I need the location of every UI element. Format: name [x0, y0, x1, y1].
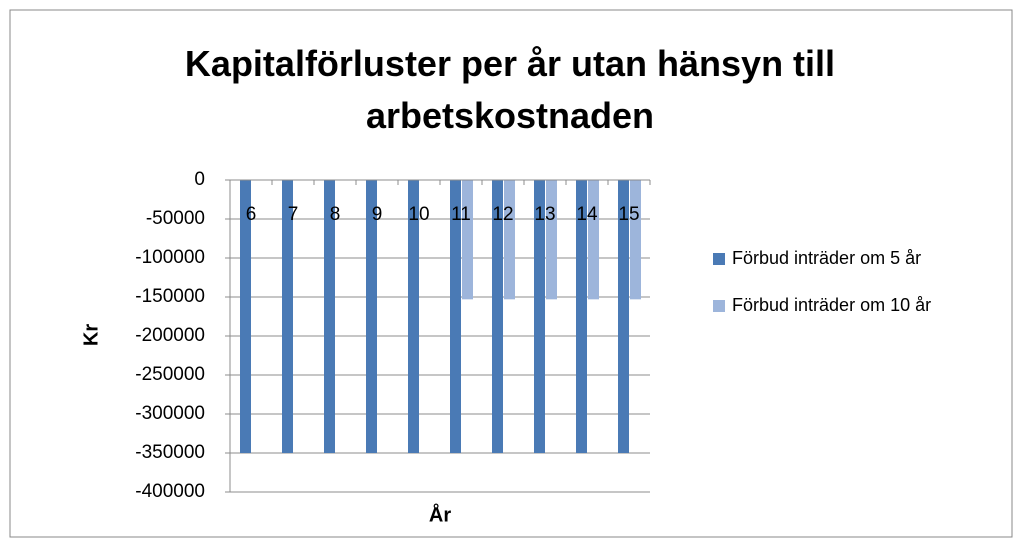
legend-label: Förbud inträder om 5 år: [732, 248, 921, 268]
y-tick-label: -200000: [135, 325, 205, 346]
y-tick-label: -400000: [135, 481, 205, 502]
bar: [450, 180, 461, 453]
x-tick-label: 11: [451, 204, 471, 225]
y-tick-label: 0: [194, 169, 205, 190]
bar: [576, 180, 587, 453]
x-tick-label: 6: [246, 204, 257, 225]
legend-label: Förbud inträder om 10 år: [732, 295, 931, 315]
y-tick-label: -100000: [135, 247, 205, 268]
bar: [492, 180, 503, 453]
y-tick-label: -350000: [135, 442, 205, 463]
bar: [366, 180, 377, 453]
y-tick-label: -250000: [135, 364, 205, 385]
bar: [240, 180, 251, 453]
x-tick-label: 14: [576, 204, 598, 225]
x-tick-label: 15: [618, 204, 639, 225]
chart-title: Kapitalförluster per år utan hänsyn till…: [184, 43, 836, 136]
bar: [408, 180, 419, 453]
bar: [588, 180, 599, 300]
y-tick-label: -300000: [135, 403, 205, 424]
legend-swatch: [713, 300, 725, 312]
bar: [546, 180, 557, 300]
x-tick-label: 7: [288, 204, 299, 225]
y-axis-label: Kr: [80, 324, 102, 346]
bar: [324, 180, 335, 453]
bar: [534, 180, 545, 453]
x-tick-label: 10: [408, 204, 429, 225]
bar: [618, 180, 629, 453]
y-tick-label: -50000: [146, 208, 205, 229]
x-tick-label: 9: [372, 204, 383, 225]
legend-swatch: [713, 253, 725, 265]
bar: [504, 180, 515, 300]
x-tick-label: 8: [330, 204, 341, 225]
bar: [462, 180, 473, 300]
x-tick-label: 12: [492, 204, 513, 225]
y-tick-label: -150000: [135, 286, 205, 307]
bar: [282, 180, 293, 453]
bar: [630, 180, 641, 300]
x-tick-label: 13: [534, 204, 555, 225]
x-axis-label: År: [429, 502, 451, 526]
